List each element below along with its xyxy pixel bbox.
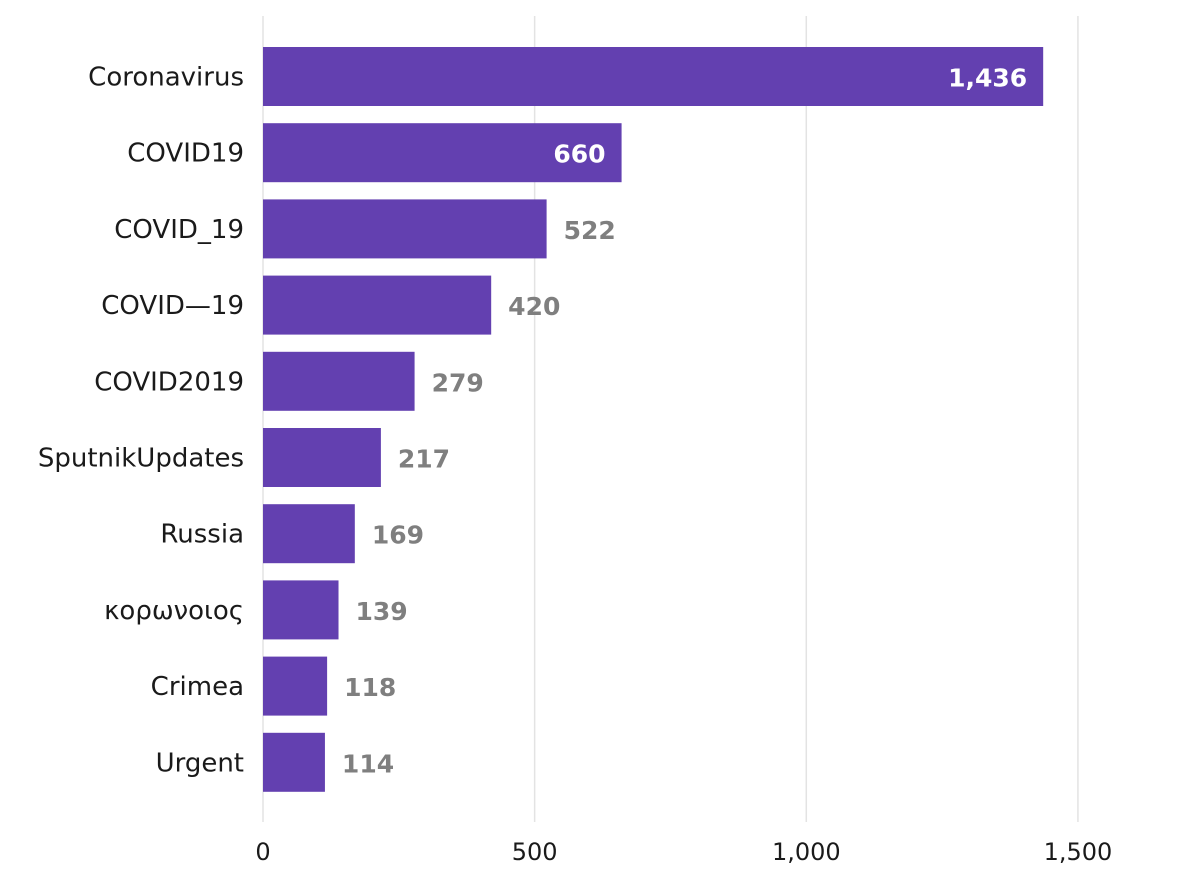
x-axis-tick-labels: 0 500 1,000 1,500 [255,838,1112,866]
category-label: Coronavirus [88,63,244,93]
value-label: 522 [564,216,616,245]
category-label: COVID2019 [94,367,244,397]
category-label: κορωνοιος [104,596,244,626]
category-labels: Coronavirus COVID19 COVID_19 COVID—19 COVID2… [38,63,244,779]
category-label: Russia [160,520,244,550]
value-label: 420 [508,292,560,321]
x-tick-label: 1,500 [1044,838,1113,866]
value-label: 660 [553,140,605,169]
category-label: COVID19 [127,139,244,169]
bar [263,199,547,259]
x-tick-label: 1,000 [772,838,841,866]
bar [263,504,355,564]
bar [263,47,1044,106]
x-tick-label: 0 [255,838,270,866]
bar [263,275,492,335]
bar [263,428,381,487]
bar [263,123,622,183]
value-label: 114 [342,749,394,778]
value-labels: 1,436 660 522 420 279 217 169 139 118 114 [342,64,1027,779]
bar [263,732,325,792]
value-label: 118 [344,673,396,702]
bar [263,656,328,716]
category-label: COVID_19 [114,215,244,245]
value-label: 1,436 [948,64,1027,93]
x-tick-label: 500 [512,838,558,866]
category-label: Urgent [156,748,244,778]
bar [263,351,415,411]
category-label: COVID—19 [101,291,244,321]
value-label: 139 [356,597,408,626]
category-label: SputnikUpdates [38,444,244,474]
bar [263,580,339,640]
bars [263,47,1044,792]
value-label: 217 [398,445,450,474]
category-label: Crimea [151,672,244,702]
value-label: 279 [432,368,484,397]
value-label: 169 [372,521,424,550]
